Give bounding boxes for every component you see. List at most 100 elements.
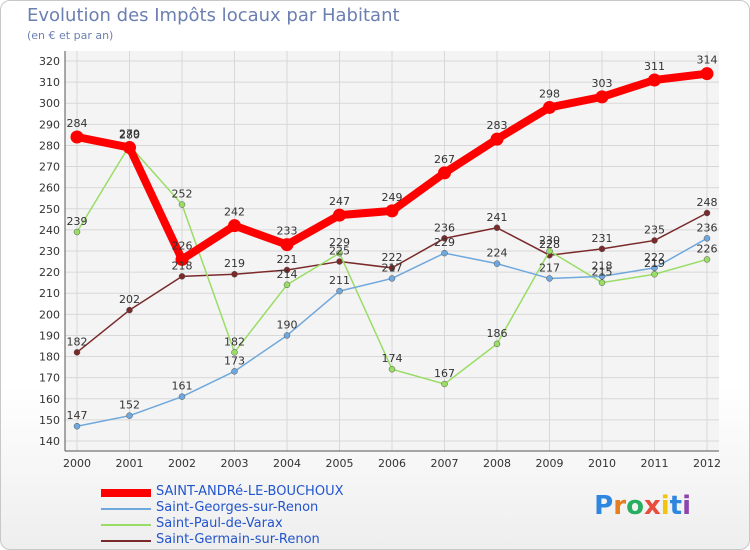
data-point (598, 245, 606, 253)
data-point (73, 228, 81, 236)
data-point (703, 235, 711, 242)
data-label: 239 (67, 215, 88, 228)
x-tick-label: 2009 (536, 457, 564, 470)
data-label: 219 (224, 257, 245, 270)
data-label: 298 (539, 87, 560, 100)
x-tick-label: 2012 (693, 457, 721, 470)
data-point (126, 412, 133, 419)
legend-label: Saint-Paul-de-Varax (156, 516, 283, 531)
x-tick-label: 2008 (483, 457, 511, 470)
x-tick-label: 2003 (221, 457, 249, 470)
data-label: 147 (67, 409, 88, 422)
legend-label: SAINT-ANDRé-LE-BOUCHOUX (156, 484, 344, 499)
data-label: 217 (539, 261, 560, 274)
data-point (231, 349, 238, 356)
data-label: 248 (697, 196, 718, 209)
data-label: 217 (382, 261, 403, 274)
data-label: 284 (67, 117, 88, 130)
y-tick-label: 160 (39, 393, 60, 406)
logo-letter: t (669, 491, 683, 521)
chart-subtitle: (en € et par an) (27, 29, 114, 42)
y-tick-label: 180 (39, 351, 60, 364)
data-label: 235 (644, 223, 665, 236)
data-point (493, 224, 501, 232)
data-point (175, 252, 189, 266)
data-point (595, 90, 609, 104)
data-label: 152 (119, 399, 140, 412)
data-point (493, 340, 501, 348)
y-tick-label: 210 (39, 287, 60, 300)
data-point (336, 249, 343, 257)
data-label: 224 (487, 247, 508, 260)
data-label: 218 (592, 259, 613, 272)
series-layer: 182 202 218 219 221 225 222 236 241 228 231 235 248 2… (67, 54, 718, 430)
data-label: 236 (434, 221, 455, 234)
data-label: 226 (697, 242, 718, 255)
proxiti-logo: Proxiti (594, 491, 691, 521)
y-tick-label: 290 (39, 118, 60, 131)
data-label: 229 (329, 236, 350, 249)
legend-swatch (101, 540, 151, 542)
y-tick-label: 190 (39, 329, 60, 342)
y-tick-label: 300 (39, 97, 60, 110)
data-label: 202 (119, 293, 140, 306)
data-label: 311 (644, 60, 665, 73)
y-tick-label: 260 (39, 182, 60, 195)
data-point (700, 67, 714, 81)
data-point (178, 273, 186, 280)
logo-letter: o (626, 491, 644, 521)
legend-swatch (101, 508, 151, 510)
data-point (388, 365, 396, 373)
x-tick-label: 2007 (431, 457, 459, 470)
y-tick-label: 280 (39, 139, 60, 152)
data-point (651, 237, 658, 244)
logo-letter: r (613, 491, 627, 521)
data-point (546, 275, 553, 282)
data-point (703, 209, 711, 217)
data-label: 231 (592, 232, 613, 245)
data-label: 226 (172, 239, 193, 252)
data-label: 215 (592, 266, 613, 279)
y-tick-label: 200 (39, 308, 60, 321)
data-label: 221 (277, 253, 298, 266)
x-tick-label: 2006 (378, 457, 406, 470)
data-label: 222 (382, 251, 403, 264)
y-tick-label: 140 (39, 435, 60, 448)
y-tick-label: 230 (39, 245, 60, 258)
data-label: 222 (644, 251, 665, 264)
logo-letter: i (660, 491, 670, 521)
data-point (178, 393, 186, 400)
data-point (73, 349, 81, 356)
data-label: 211 (329, 274, 350, 287)
x-tick-label: 2000 (63, 457, 91, 470)
data-label: 219 (644, 257, 665, 270)
data-label: 182 (67, 335, 88, 348)
data-label: 236 (697, 221, 718, 234)
y-tick-label: 270 (39, 161, 60, 174)
data-point (283, 332, 291, 339)
data-point (126, 306, 133, 314)
data-label: 161 (172, 380, 193, 393)
data-point (543, 100, 556, 114)
chart-title: Evolution des Impôts locaux par Habitant (27, 5, 400, 26)
data-label: 214 (277, 268, 298, 281)
data-point (648, 73, 661, 87)
data-point (490, 132, 504, 146)
y-tick-label: 170 (39, 372, 60, 385)
x-tick-label: 2002 (168, 457, 196, 470)
data-label: 229 (434, 236, 455, 249)
legend-swatch (101, 524, 151, 526)
data-point (388, 264, 396, 272)
data-point (651, 264, 658, 272)
data-label: 303 (592, 77, 613, 90)
data-point (231, 368, 238, 375)
data-point (178, 201, 186, 208)
data-label: 230 (539, 234, 560, 247)
data-point (388, 275, 396, 282)
data-point (385, 204, 399, 218)
data-label: 280 (119, 128, 140, 141)
logo-letter: i (682, 491, 691, 521)
legend-swatch (101, 489, 151, 497)
data-label: 218 (172, 259, 193, 272)
data-point (283, 281, 291, 289)
